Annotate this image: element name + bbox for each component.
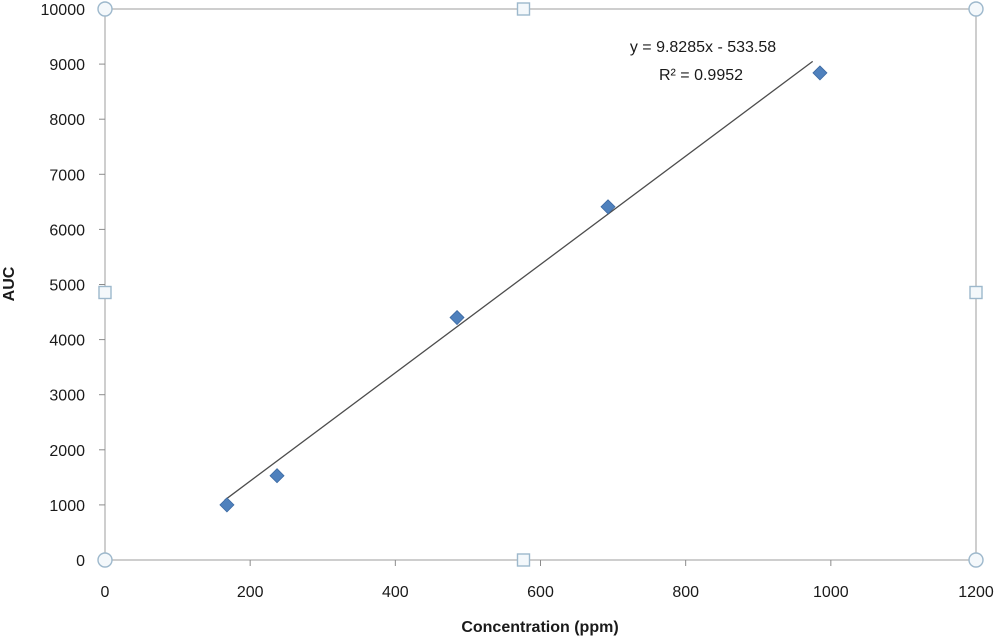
x-tick-label: 1200	[958, 584, 994, 601]
corner-resize-handle	[97, 1, 113, 17]
x-axis-title: Concentration (ppm)	[461, 619, 618, 636]
selection-handle-layer	[97, 1, 984, 568]
y-tick-label: 10000	[41, 2, 86, 19]
plot-frame-layer	[104, 8, 977, 561]
y-tick-label: 5000	[49, 278, 85, 295]
y-tick-label: 0	[76, 553, 85, 570]
y-tick-label: 1000	[49, 498, 85, 515]
axis-title-layer: Concentration (ppm) AUC y = 9.8285x - 53…	[1, 39, 776, 636]
y-tick-label: 9000	[49, 57, 85, 74]
y-tick-label: 6000	[49, 222, 85, 239]
x-tick-label: 800	[672, 584, 699, 601]
tick-label-layer: 0100020003000400050006000700080009000100…	[41, 2, 994, 601]
y-tick-label: 2000	[49, 443, 85, 460]
x-tick-label: 200	[237, 584, 264, 601]
y-tick-label: 3000	[49, 388, 85, 405]
y-axis-title: AUC	[1, 266, 18, 301]
data-point-diamond	[600, 199, 616, 215]
corner-resize-handle	[968, 1, 984, 17]
y-tick-label: 7000	[49, 167, 85, 184]
data-point-diamond	[812, 65, 828, 81]
trendline-equation-label: y = 9.8285x - 533.58	[630, 39, 776, 56]
edge-resize-handle	[516, 553, 531, 567]
edge-resize-handle	[98, 285, 112, 300]
y-tick-label: 8000	[49, 112, 85, 129]
y-tick-label: 4000	[49, 333, 85, 350]
plot-area-border	[104, 8, 977, 561]
corner-resize-handle	[97, 552, 113, 568]
data-point-diamond	[269, 468, 285, 484]
x-tick-label: 1000	[813, 584, 849, 601]
data-point-layer	[219, 65, 828, 513]
edge-resize-handle	[516, 2, 531, 16]
x-tick-label: 0	[101, 584, 110, 601]
data-point-diamond	[219, 497, 235, 513]
x-tick-label: 600	[527, 584, 554, 601]
edge-resize-handle	[969, 285, 983, 300]
corner-resize-handle	[968, 552, 984, 568]
trendline-r-squared-label: R² = 0.9952	[659, 67, 743, 84]
trendline-layer	[224, 60, 814, 501]
data-point-diamond	[449, 309, 465, 326]
linear-trendline	[224, 60, 814, 501]
x-tick-label: 400	[382, 584, 409, 601]
